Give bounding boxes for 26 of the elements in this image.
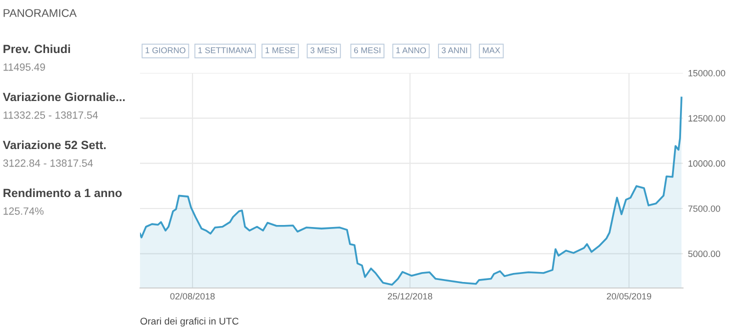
y-tick-label: 12500.00 xyxy=(688,115,726,122)
x-tick-label: 02/08/2018 xyxy=(170,292,215,300)
text: Variazione Giornalie... xyxy=(2,92,125,102)
text: 1 GIORNO xyxy=(146,47,186,54)
text: 1 MESE xyxy=(266,47,296,54)
text: 11495.49 xyxy=(4,63,45,71)
text: Prev. Chiudi xyxy=(4,44,70,54)
text: 11332.25 - 13817.54 xyxy=(4,111,98,119)
text: 125.74% xyxy=(4,207,44,215)
y-tick-label: 10000.00 xyxy=(688,160,726,167)
y-tick-label: 5000.00 xyxy=(688,250,720,258)
x-tick-label: 20/05/2019 xyxy=(606,292,652,300)
text: Variazione 52 Sett. xyxy=(2,140,106,150)
x-tick-label: 25/12/2018 xyxy=(388,292,432,300)
text: 3 MESI xyxy=(310,47,337,54)
text: 1 SETTIMANA xyxy=(198,47,252,54)
text: MAX xyxy=(482,47,500,54)
text: Orari dei grafici in UTC xyxy=(140,317,238,327)
text: 6 MESI xyxy=(354,47,380,54)
text: 1 ANNO xyxy=(396,47,426,54)
text: PANORAMICA xyxy=(4,9,77,17)
text: Rendimento a 1 anno xyxy=(4,188,122,198)
text: 3122.84 - 13817.54 xyxy=(3,159,93,167)
y-tick-label: 7500.00 xyxy=(688,205,720,212)
text: 3 ANNI xyxy=(442,47,468,54)
y-tick-label: 15000.00 xyxy=(688,70,726,76)
